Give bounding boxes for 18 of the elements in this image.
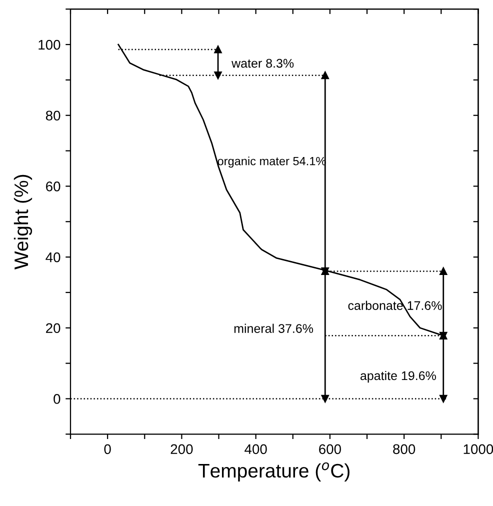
y-tick-label: 100: [38, 40, 60, 50]
annotation: carbonate 17.6%: [348, 300, 442, 310]
y-tick-label: 80: [46, 110, 60, 121]
y-tick-label: 60: [46, 182, 60, 192]
x-tick-label: 400: [244, 444, 267, 454]
x-tick-label: 1000: [464, 444, 493, 454]
x-tick-label: 0: [104, 444, 111, 454]
x-tick-label: 200: [170, 444, 193, 454]
annotation: mineral 37.6%: [234, 324, 314, 333]
y-tick-label: 20: [46, 323, 60, 334]
annotation: water 8.3%: [232, 58, 294, 68]
y-tick-label: 40: [46, 252, 60, 262]
annotation: apatite 19.6%: [360, 370, 436, 383]
x-axis-title: Temperature ($^{o}$C): [198, 462, 350, 482]
y-tick-label: 0: [54, 394, 60, 404]
x-tick-label: 800: [393, 444, 416, 454]
y-axis-title: Weight (%): [14, 174, 32, 270]
x-tick-label: 600: [319, 444, 341, 454]
